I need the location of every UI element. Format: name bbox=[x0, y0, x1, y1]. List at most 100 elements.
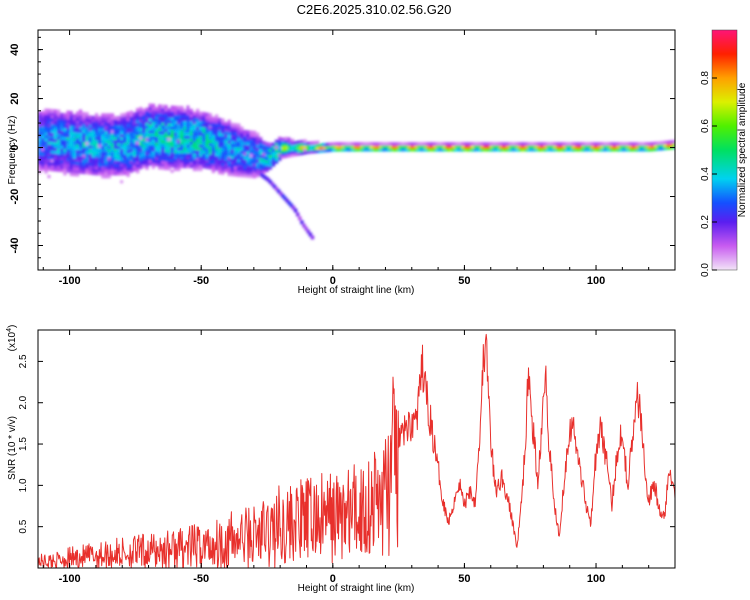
spectrogram-cell bbox=[104, 130, 108, 135]
spectrogram-cell bbox=[199, 111, 203, 116]
spectrogram-cell bbox=[306, 150, 310, 154]
spectrogram-cell bbox=[72, 161, 77, 165]
spectrogram-cell bbox=[233, 134, 238, 139]
spectrogram-cell bbox=[271, 142, 276, 147]
spectrogram-cell bbox=[79, 138, 83, 142]
spectrogram-cell bbox=[429, 148, 434, 152]
spectrogram-cell bbox=[236, 144, 241, 148]
spectrogram-cell bbox=[543, 148, 547, 152]
spectrogram-cell bbox=[98, 139, 102, 144]
spectrogram-cell bbox=[192, 152, 197, 157]
spectrogram-cell bbox=[116, 127, 121, 132]
spectrogram-cell bbox=[56, 118, 61, 122]
spectrogram-cell bbox=[91, 162, 96, 167]
spectrogram-cell bbox=[290, 153, 295, 157]
spectrogram-cell bbox=[75, 152, 80, 156]
spectrogram-cell bbox=[246, 144, 250, 149]
spectrogram-cell bbox=[306, 141, 310, 146]
spectrogram-cell bbox=[56, 159, 61, 164]
spectrogram-cell bbox=[94, 160, 99, 164]
spectrogram-cell bbox=[139, 145, 143, 149]
spectrogram-cell bbox=[218, 161, 222, 166]
spectrogram-tail-cell bbox=[253, 168, 258, 173]
spectrogram-cell bbox=[139, 136, 143, 140]
spectrogram-cell bbox=[666, 143, 670, 147]
spectrogram-cell bbox=[240, 159, 244, 163]
spectrogram-cell bbox=[161, 163, 165, 167]
spectrogram-cell bbox=[366, 142, 370, 146]
spectrogram-cell bbox=[236, 173, 241, 177]
spectrogram-cell bbox=[631, 148, 636, 152]
spectrogram-cell bbox=[82, 156, 86, 160]
spectrogram-cell bbox=[53, 144, 58, 149]
spectrogram-cell bbox=[186, 164, 190, 169]
spectrogram-cell bbox=[192, 141, 197, 145]
spectrogram-cell bbox=[259, 166, 263, 170]
spectrogram-cell bbox=[69, 119, 74, 124]
spectrogram-cell bbox=[180, 117, 184, 122]
spectrogram-cell bbox=[195, 155, 200, 160]
spectrogram-cell bbox=[139, 151, 143, 155]
spectrogram-cell bbox=[53, 109, 57, 113]
spectrogram-cell bbox=[44, 146, 48, 151]
spectrogram-tail-cell bbox=[277, 189, 281, 194]
spectrogram-cell bbox=[306, 147, 310, 151]
spectrogram-cell bbox=[214, 167, 219, 171]
spectrogram-cell bbox=[546, 148, 550, 152]
spectrogram-cell bbox=[486, 142, 490, 146]
spectrogram-cell bbox=[101, 133, 105, 138]
spectrogram-cell bbox=[154, 133, 159, 137]
spectrogram-cell bbox=[56, 153, 61, 158]
spectrogram-cell bbox=[195, 150, 200, 154]
spectrogram-cell bbox=[94, 121, 99, 126]
spectrogram-cell bbox=[252, 145, 257, 149]
spectrogram-cell bbox=[113, 145, 118, 150]
spectrogram-cell bbox=[246, 174, 250, 178]
spectrogram-cell bbox=[126, 167, 130, 171]
spectrogram-cell bbox=[88, 165, 92, 169]
spectrogram-cell bbox=[404, 142, 408, 146]
spectrogram-cell bbox=[189, 135, 194, 139]
spectrogram-cell bbox=[227, 160, 231, 165]
spectrogram-cell bbox=[385, 145, 389, 149]
spectrogram-cell bbox=[271, 157, 276, 161]
spectrogram-cell bbox=[669, 143, 674, 147]
spectrogram-cell bbox=[173, 167, 178, 171]
spectrogram-cell bbox=[94, 133, 99, 138]
spectrogram-cell bbox=[319, 146, 323, 150]
spectrogram-cell bbox=[357, 148, 361, 152]
spectrogram-cell bbox=[145, 131, 149, 135]
spectrogram-cell bbox=[192, 135, 197, 139]
colorbar: 0.00.20.40.60.8 Normalized spectral ampl… bbox=[700, 29, 748, 277]
spectrogram-cell bbox=[176, 167, 181, 172]
spectrogram-cell bbox=[186, 152, 190, 157]
spectrogram-cell bbox=[287, 139, 291, 143]
spectrogram-cell bbox=[158, 107, 162, 111]
spectrogram-cell bbox=[202, 164, 206, 169]
spectrogram-cell bbox=[265, 162, 269, 167]
spectrogram-cell bbox=[82, 170, 86, 175]
spectrogram-cell bbox=[63, 151, 67, 155]
spectrogram-cell bbox=[170, 108, 175, 112]
spectrogram-cell bbox=[183, 135, 187, 139]
spectrogram-cell bbox=[129, 134, 134, 138]
spectrogram-cell bbox=[132, 124, 137, 128]
spectrogram-cell bbox=[91, 133, 96, 137]
spectrogram-cell bbox=[224, 160, 228, 164]
spectrogram-cell bbox=[221, 156, 225, 161]
spectrogram-cell bbox=[584, 148, 588, 152]
spectrogram-cell bbox=[66, 142, 70, 147]
spectrogram-cell bbox=[252, 136, 257, 141]
spectrogram-x-tick-label: 50 bbox=[458, 275, 470, 287]
spectrogram-cell bbox=[94, 130, 99, 135]
spectrogram-cell bbox=[142, 135, 146, 139]
spectrogram-cell bbox=[101, 145, 105, 150]
spectrogram-cell bbox=[183, 132, 187, 136]
spectrogram-cell bbox=[88, 133, 92, 137]
spectrogram-cell bbox=[195, 120, 200, 125]
spectrogram-cell bbox=[622, 148, 626, 152]
spectrogram-cell bbox=[139, 148, 143, 152]
spectrogram-cell bbox=[180, 138, 184, 142]
spectrogram-cell bbox=[211, 157, 216, 162]
spectrogram-cell bbox=[50, 141, 55, 145]
